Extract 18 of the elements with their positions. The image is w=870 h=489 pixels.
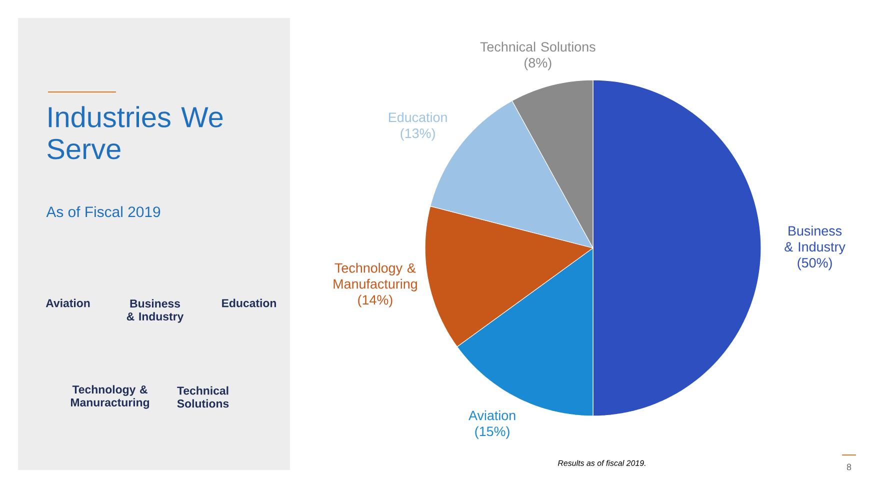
text: Business & Industry	[126, 299, 184, 323]
text: As of Fiscal 2019	[46, 206, 160, 218]
text: Technology & Manuracturing	[70, 385, 150, 409]
data-label: (15%)	[475, 426, 510, 439]
data-label: (50%)	[798, 258, 832, 270]
text: Aviation	[46, 298, 90, 308]
slice-label: Business & Industry	[784, 226, 846, 254]
slice-label: Aviation	[468, 410, 516, 420]
data-label: (13%)	[400, 128, 435, 141]
slice-label: Education	[389, 112, 447, 122]
data-label: (8%)	[524, 58, 552, 70]
text: Industries We Serve	[48, 106, 223, 160]
slice-label: Technical Solutions	[480, 42, 596, 52]
text: 8	[846, 464, 852, 470]
data-label: (14%)	[358, 294, 392, 308]
text: Education	[222, 298, 276, 308]
slice-label: Technology & Manufacturing	[334, 262, 417, 292]
text: Technical Solutions	[177, 386, 229, 408]
